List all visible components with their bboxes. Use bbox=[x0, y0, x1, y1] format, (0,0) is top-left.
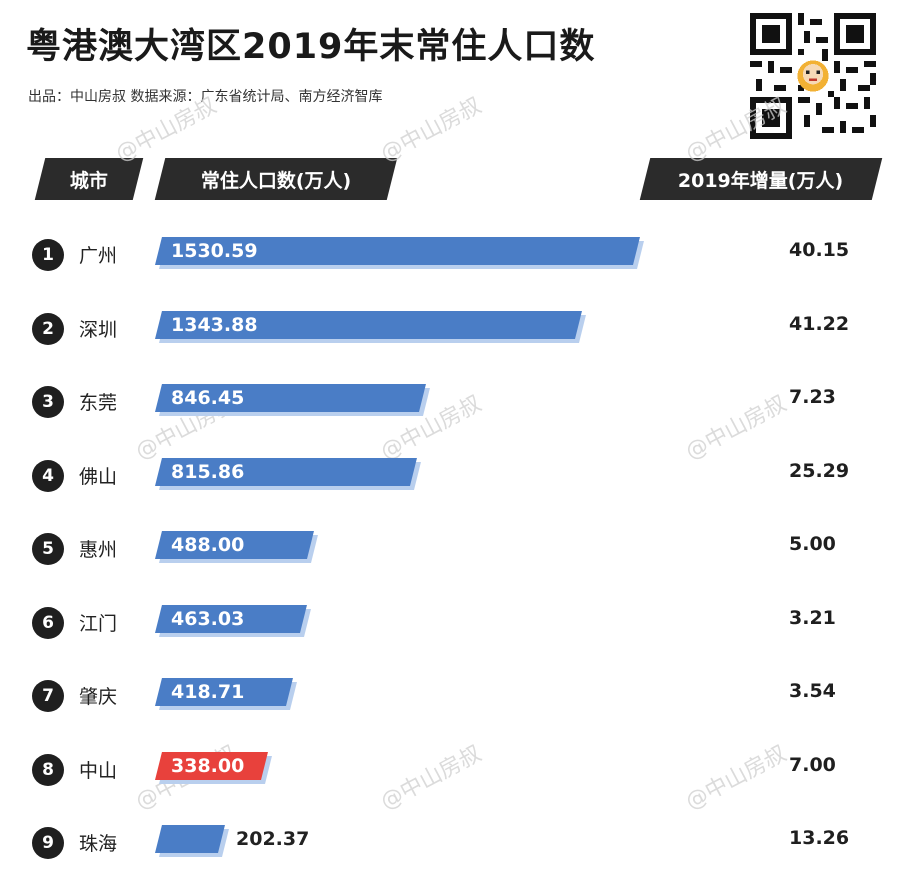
city-label: 深圳 bbox=[79, 318, 118, 341]
population-value: 846.45 bbox=[171, 387, 245, 409]
header-population: 常住人口数(万人) bbox=[154, 158, 398, 200]
table-row: 2 深圳 1343.88 41.22 bbox=[0, 309, 900, 353]
rank-badge: 5 bbox=[32, 533, 64, 565]
table-row: 9 珠海 202.37 13.26 bbox=[0, 823, 900, 867]
city-label: 珠海 bbox=[79, 833, 118, 855]
rank-badge: 7 bbox=[32, 680, 64, 712]
increase-value: 3.54 bbox=[789, 680, 836, 702]
bar-group: 488.00 bbox=[155, 531, 318, 567]
rank-badge: 2 bbox=[32, 312, 64, 345]
header-city: 城市 bbox=[34, 158, 144, 200]
bar-group: 815.86 bbox=[155, 457, 421, 494]
rank-badge: 4 bbox=[32, 459, 64, 492]
population-value: 202.37 bbox=[236, 828, 310, 850]
table-row: 4 佛山 815.86 25.29 bbox=[0, 456, 900, 500]
watermark: @中山房叔 bbox=[376, 93, 486, 168]
rank-badge: 1 bbox=[32, 239, 64, 271]
city-label: 惠州 bbox=[79, 539, 118, 561]
table-row: 6 江门 463.03 3.21 bbox=[0, 603, 900, 647]
population-bar bbox=[155, 825, 225, 853]
population-value: 1343.88 bbox=[171, 313, 258, 336]
increase-value: 7.00 bbox=[789, 753, 836, 776]
bar-group: 418.71 bbox=[155, 678, 297, 714]
table-row: 7 肇庆 418.71 3.54 bbox=[0, 676, 900, 720]
bar-group: 846.45 bbox=[155, 384, 430, 420]
city-label: 东莞 bbox=[79, 392, 118, 414]
rank-badge: 8 bbox=[32, 753, 64, 786]
table-row: 8 中山 338.00 7.00 bbox=[0, 750, 900, 794]
table-row: 1 广州 1530.59 40.15 bbox=[0, 235, 900, 279]
population-value: 418.71 bbox=[171, 681, 245, 703]
qr-code-icon bbox=[750, 13, 876, 139]
bar-group: 338.00 bbox=[155, 751, 272, 788]
city-label: 江门 bbox=[79, 612, 118, 635]
population-value: 338.00 bbox=[171, 754, 245, 777]
table-row: 3 东莞 846.45 7.23 bbox=[0, 382, 900, 426]
increase-value: 5.00 bbox=[789, 533, 836, 555]
city-label: 广州 bbox=[79, 245, 118, 267]
city-label: 肇庆 bbox=[79, 686, 118, 708]
population-value: 1530.59 bbox=[171, 240, 258, 262]
increase-value: 25.29 bbox=[789, 459, 850, 482]
rank-badge: 9 bbox=[32, 827, 64, 859]
population-value: 815.86 bbox=[171, 460, 245, 483]
increase-value: 3.21 bbox=[789, 606, 836, 629]
bar-group: 463.03 bbox=[155, 604, 311, 641]
table-row: 5 惠州 488.00 5.00 bbox=[0, 529, 900, 573]
city-label: 佛山 bbox=[79, 465, 118, 488]
city-label: 中山 bbox=[79, 759, 118, 782]
rank-badge: 6 bbox=[32, 606, 64, 639]
bar-group: 202.37 bbox=[155, 825, 309, 861]
increase-value: 41.22 bbox=[789, 312, 850, 335]
increase-value: 7.23 bbox=[789, 386, 836, 408]
population-value: 488.00 bbox=[171, 534, 245, 556]
increase-value: 40.15 bbox=[789, 239, 850, 261]
bar-group: 1343.88 bbox=[155, 310, 586, 347]
page-title: 粤港澳大湾区2019年末常住人口数 bbox=[26, 27, 596, 67]
header-increase: 2019年增量(万人) bbox=[639, 158, 883, 200]
increase-value: 13.26 bbox=[789, 827, 850, 849]
bar-group: 1530.59 bbox=[155, 237, 644, 273]
source-line: 出品：中山房叔 数据来源：广东省统计局、南方经济智库 bbox=[28, 89, 383, 105]
population-value: 463.03 bbox=[171, 607, 245, 630]
rank-badge: 3 bbox=[32, 386, 64, 418]
